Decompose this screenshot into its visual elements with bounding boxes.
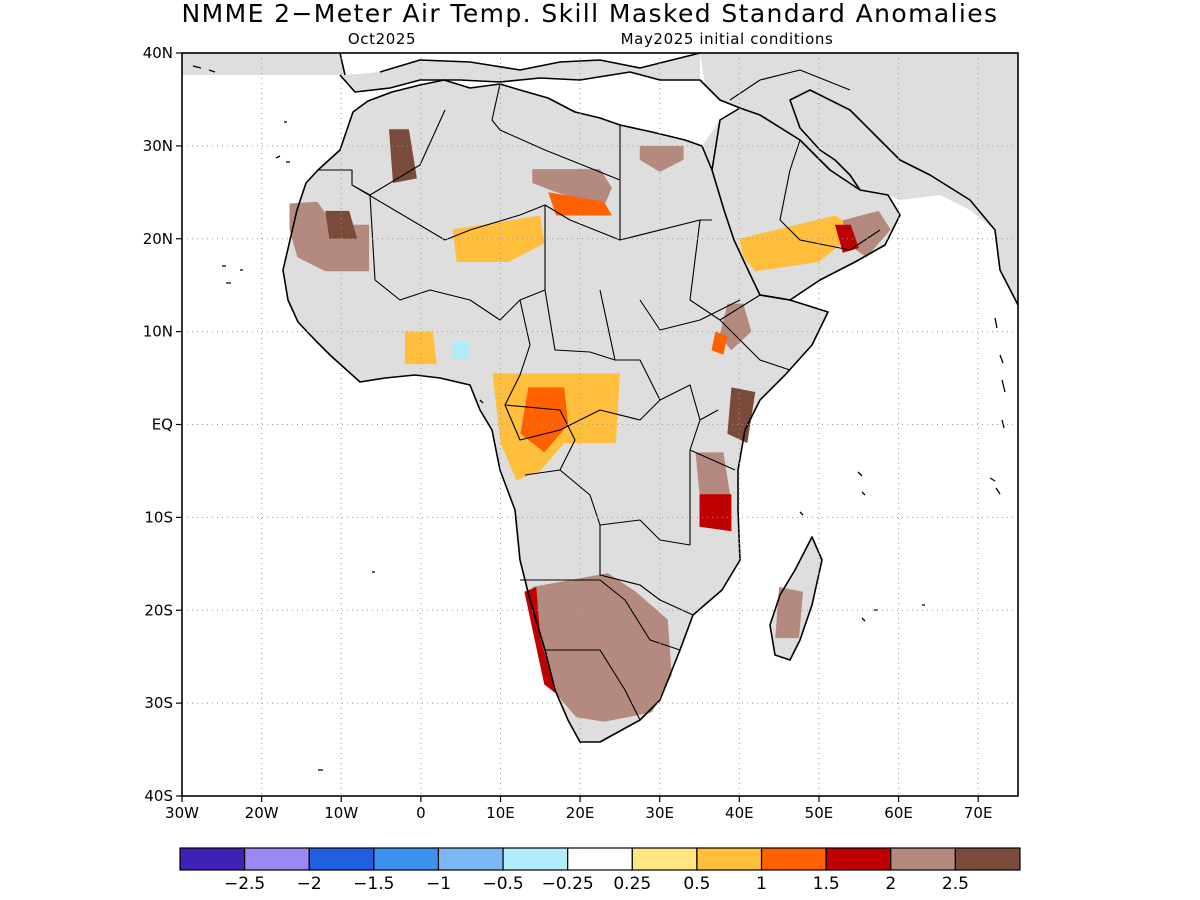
arabia-coastline (711, 107, 901, 301)
anomaly-arabia-band (739, 215, 859, 272)
eurasia-landmass (700, 53, 1018, 305)
lat-tick-label: 10N (143, 323, 173, 341)
anomaly-libya-patch (532, 169, 612, 207)
lon-tick-label: 20E (566, 804, 595, 822)
lat-tick-label: 30N (143, 137, 173, 155)
anomaly-kenya-brown (727, 387, 756, 444)
island-markers (192, 65, 1006, 771)
colorbar-label: 0.5 (683, 874, 710, 894)
anomaly-regions (289, 129, 891, 722)
colorbar-label: 0.25 (613, 874, 651, 894)
colorbar-swatch (825, 847, 892, 871)
lon-tick-label: 30E (645, 804, 674, 822)
target-month-label: Oct2025 (348, 30, 416, 48)
country-borders (318, 69, 881, 721)
colorbar-label: 1.5 (813, 874, 840, 894)
europe-coastline (339, 53, 701, 76)
colorbar-label: 1 (756, 874, 767, 894)
colorbar-label: −1.5 (353, 874, 394, 894)
madagascar-coastline (769, 536, 823, 661)
colorbar-swatch (890, 847, 956, 871)
axis-ticks: 30W 20W 10W 0 10E 20E 30E 40E 50E 60E 70E 40N 30N 20N… (143, 44, 993, 822)
colorbar-swatch (308, 847, 375, 871)
anomaly-mauritania-brown (325, 210, 358, 239)
anomaly-central-africa-orange (520, 387, 569, 453)
lat-tick-label: EQ (152, 416, 173, 434)
anomaly-tanzania-red (695, 452, 732, 504)
anomaly-tanzania-orange (699, 494, 732, 532)
lon-tick-label: 10W (324, 804, 358, 822)
colorbar-swatch (373, 847, 440, 871)
colorbar-swatch (179, 847, 246, 871)
lat-tick-label: 30S (144, 694, 173, 712)
anomaly-madagascar-red (775, 587, 803, 639)
anomaly-southern-africa-orange (524, 587, 557, 694)
lat-tick-label: 40S (144, 787, 173, 805)
lat-tick-label: 40N (143, 44, 173, 62)
colorbar-label: −0.5 (482, 874, 523, 894)
colorbar-swatch (954, 847, 1021, 871)
anomaly-oman-orange (834, 224, 859, 253)
lon-tick-label: 60E (884, 804, 913, 822)
colorbar-swatch (244, 847, 310, 871)
colorbar-label: −2.5 (224, 874, 265, 894)
anomaly-ethiopia-orange (711, 331, 728, 355)
map-plot-area (182, 53, 1018, 796)
lon-tick-label: 30W (165, 804, 199, 822)
lon-tick-label: 50E (805, 804, 834, 822)
colorbar-swatch (696, 847, 763, 871)
map-title: NMME 2−Meter Air Temp. Skill Masked Stan… (182, 0, 999, 28)
lon-tick-label: 0 (416, 804, 426, 822)
colorbar-swatch (437, 847, 504, 871)
colorbar-label: −1 (426, 874, 451, 894)
lon-tick-label: 40E (725, 804, 754, 822)
anomaly-west-africa-blue (452, 340, 469, 360)
colorbar-swatch (502, 847, 569, 871)
persian-gulf-coastline (789, 89, 1018, 306)
colorbar-swatch (567, 847, 633, 871)
lon-tick-label: 20W (245, 804, 279, 822)
initial-conditions-label: May2025 initial conditions (621, 30, 834, 48)
anomaly-mali-niger-band (452, 215, 545, 262)
colorbar-label: −2 (297, 874, 322, 894)
colorbar-swatch (631, 847, 698, 871)
anomaly-west-africa-coast (404, 331, 437, 365)
lon-tick-label: 70E (964, 804, 993, 822)
colorbar-label: 2 (885, 874, 896, 894)
lat-tick-label: 20N (143, 230, 173, 248)
colorbar-label: 2.5 (942, 874, 969, 894)
anomaly-egypt-north (639, 145, 684, 172)
europe-landmass (182, 53, 700, 92)
lon-tick-label: 10E (486, 804, 515, 822)
colorbar-label: −0.25 (542, 874, 594, 894)
lat-tick-label: 10S (144, 508, 173, 526)
anomaly-algeria-brown (389, 129, 417, 183)
mediterranean-coastline (339, 71, 741, 109)
lat-tick-label: 20S (144, 601, 173, 619)
colorbar-swatch (760, 847, 827, 871)
colorbar: −2.5 −2 −1.5 −1 −0.5 −0.25 0.25 0.5 1 1.5 2 2.5 (179, 847, 1021, 894)
